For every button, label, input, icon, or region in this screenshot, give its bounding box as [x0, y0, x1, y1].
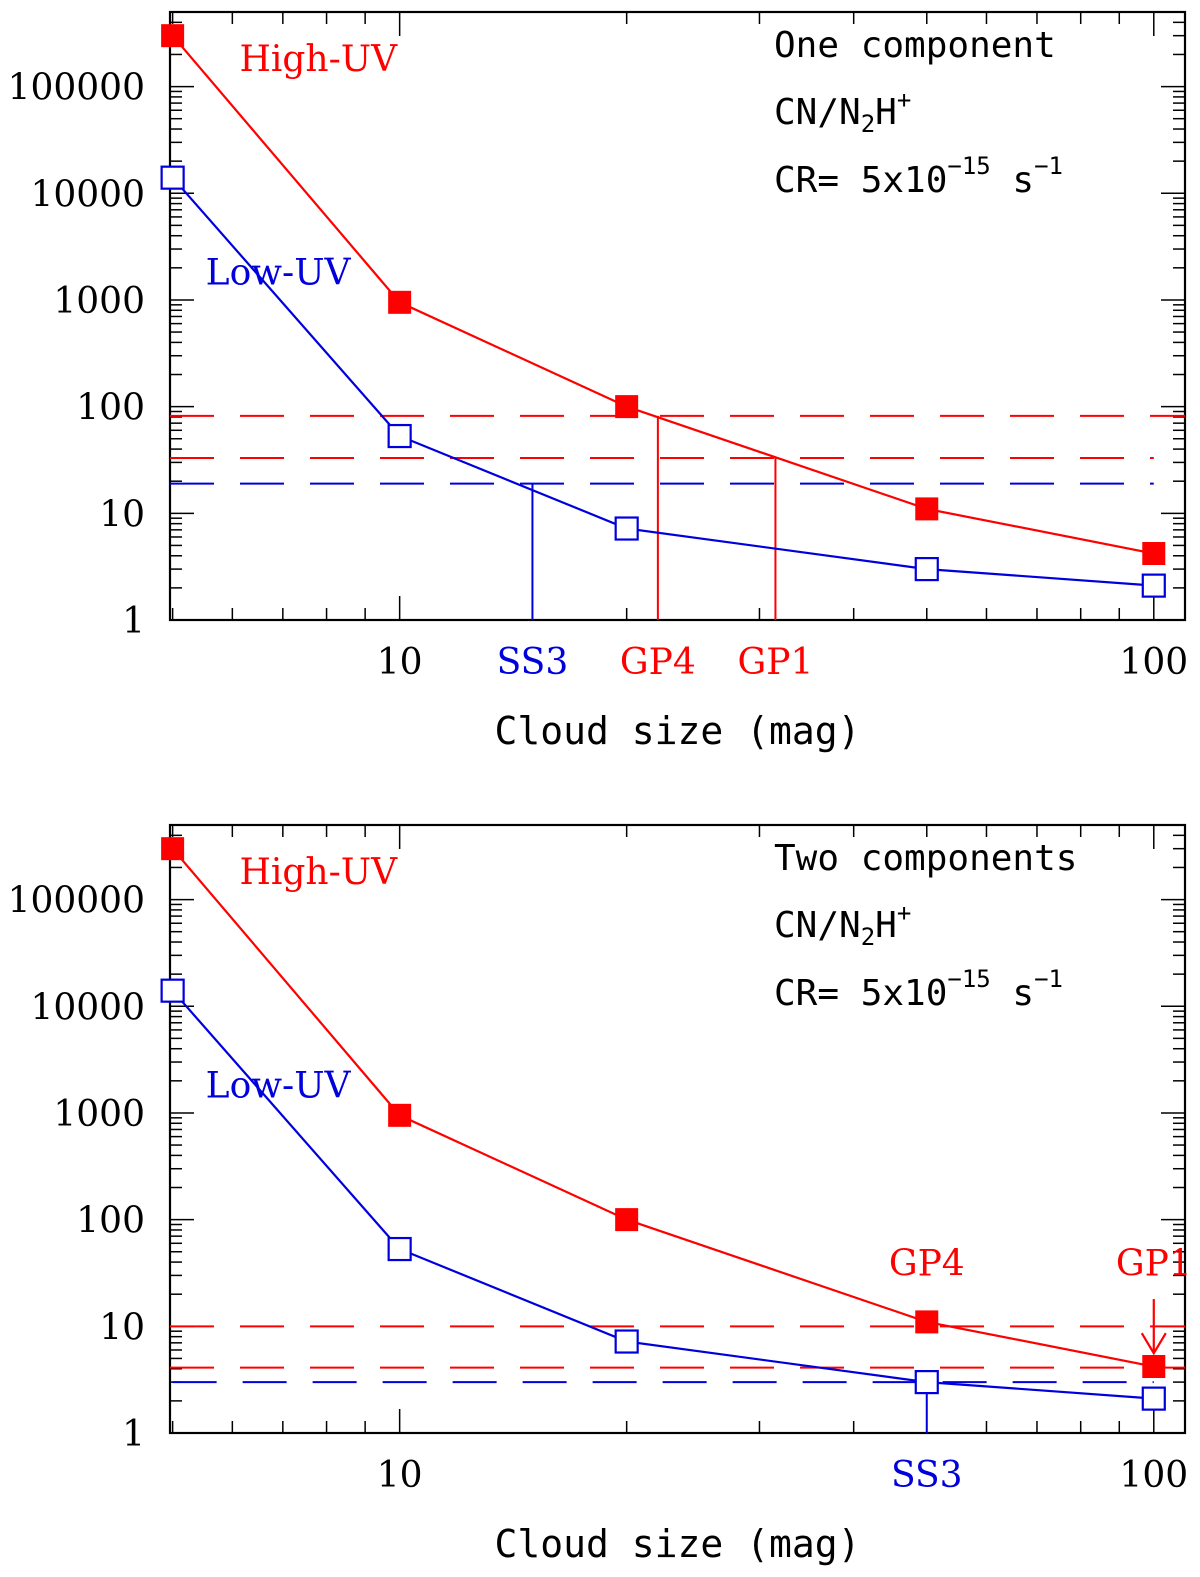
arrow-head — [1140, 1332, 1167, 1356]
series-label-low-uv: Low-UV — [206, 1065, 352, 1106]
x-axis-label: Cloud size (mag) — [494, 1522, 860, 1566]
y-tick-label: 10000 — [30, 987, 145, 1028]
data-point-high-uv — [615, 395, 639, 419]
data-point-low-uv — [387, 1236, 412, 1262]
data-point-low-uv — [1141, 1386, 1166, 1411]
x-tick-label: 100 — [1119, 642, 1188, 683]
y-tick-label: 1000 — [53, 281, 145, 322]
x-axis-ticks — [171, 825, 1155, 1433]
x-axis-label: Cloud size (mag) — [494, 709, 860, 753]
data-point-high-uv — [915, 1310, 939, 1334]
data-point-low-uv — [1141, 573, 1166, 598]
marker-label-gp4: GP4 — [889, 1243, 965, 1284]
series-line-high-uv — [171, 34, 1155, 555]
annotation-component-count: One component — [774, 25, 1056, 66]
x-tick-label: 100 — [1119, 1455, 1188, 1496]
y-axis-ticks — [170, 11, 1185, 621]
data-point-high-uv — [915, 497, 939, 521]
data-point-high-uv — [1142, 542, 1166, 566]
series-label-low-uv: Low-UV — [206, 252, 352, 293]
marker-label-gp1: GP1 — [1116, 1243, 1192, 1284]
series-label-high-uv: High-UV — [239, 852, 398, 893]
y-tick-label: 1 — [122, 601, 145, 642]
y-tick-label: 10 — [99, 1307, 145, 1348]
annotation-component-count: Two components — [774, 838, 1077, 879]
chart-panel-2: 1 10 100 1000 10000 100000 10 100 Cloud size (ma… — [8, 823, 1192, 1566]
y-tick-label: 100 — [76, 388, 145, 429]
data-point-high-uv — [1142, 1355, 1166, 1379]
annotation-cosmic-ray-rate: CR= 5x10−15 s−1 — [774, 965, 1063, 1014]
data-point-high-uv — [388, 1103, 412, 1127]
annotation-ratio: CN/N2H+ — [774, 86, 911, 138]
y-tick-label: 100000 — [8, 68, 145, 109]
chart-panel-1: 1 10 100 1000 10000 100000 10 100 Cloud size (ma… — [8, 10, 1188, 753]
data-point-low-uv — [614, 516, 639, 541]
data-point-low-uv — [914, 1369, 939, 1395]
data-point-low-uv — [387, 423, 412, 449]
marker-label-gp1: GP1 — [737, 642, 813, 683]
data-point-high-uv — [615, 1208, 639, 1232]
data-point-low-uv — [160, 978, 185, 1003]
data-point-high-uv — [161, 837, 185, 861]
data-point-low-uv — [914, 556, 939, 582]
x-tick-label: 10 — [377, 642, 423, 683]
y-tick-label: 10000 — [30, 174, 145, 215]
y-tick-label: 1000 — [53, 1094, 145, 1135]
marker-label-ss3: SS3 — [891, 1455, 963, 1496]
annotation-cosmic-ray-rate: CR= 5x10−15 s−1 — [774, 152, 1063, 201]
y-tick-label: 100 — [76, 1201, 145, 1242]
x-tick-label: 10 — [377, 1455, 423, 1496]
y-tick-label: 1 — [122, 1414, 145, 1455]
y-tick-label: 10 — [99, 494, 145, 535]
marker-label-gp4: GP4 — [620, 642, 696, 683]
series-label-high-uv: High-UV — [239, 39, 398, 80]
x-axis-ticks — [171, 12, 1155, 620]
marker-label-ss3: SS3 — [497, 642, 569, 683]
data-point-high-uv — [388, 290, 412, 314]
series-line-high-uv — [171, 847, 1155, 1368]
annotation-ratio: CN/N2H+ — [774, 899, 911, 951]
y-tick-label: 100000 — [8, 881, 145, 922]
data-point-low-uv — [160, 165, 185, 190]
data-point-high-uv — [161, 24, 185, 48]
data-point-low-uv — [614, 1329, 639, 1354]
